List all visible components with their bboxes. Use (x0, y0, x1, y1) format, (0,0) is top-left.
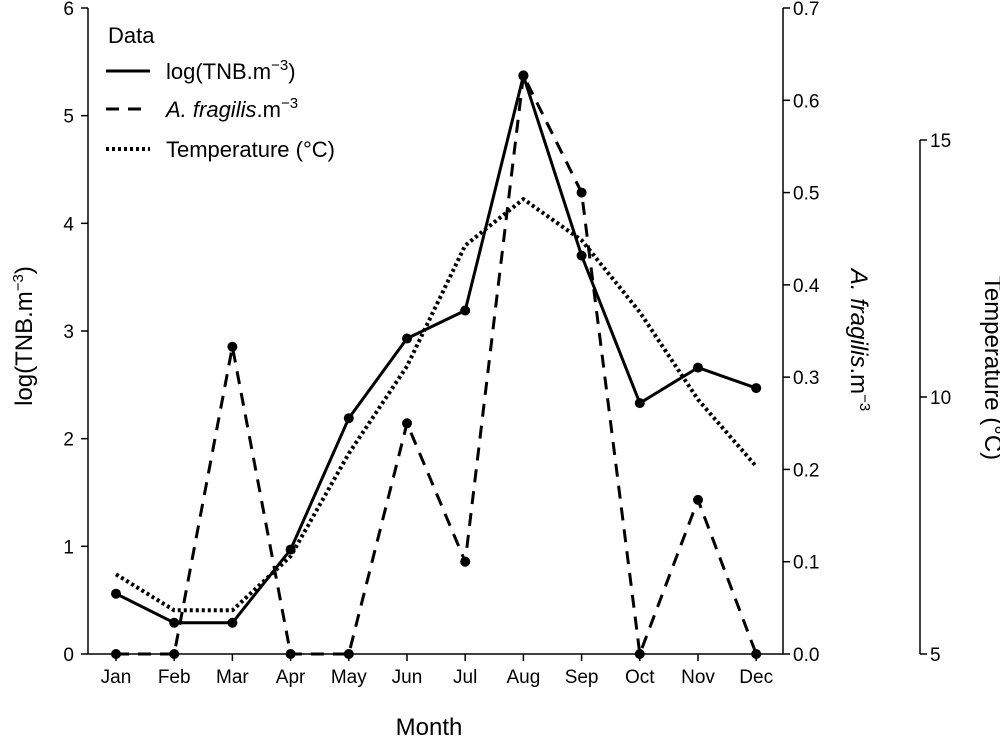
data-point-left (111, 588, 121, 599)
temperature-tick-label: 15 (930, 131, 951, 152)
left-tick-label: 4 (63, 214, 74, 235)
temperature-tick-label: 10 (930, 388, 951, 409)
data-point-right (634, 649, 645, 659)
x-tick-label: Jan (101, 667, 132, 688)
right-tick-label: 0.5 (793, 184, 819, 205)
left-axis-title: log(TNB.m−3) (10, 266, 38, 406)
data-point-left (576, 250, 587, 261)
data-point-left (751, 383, 762, 394)
x-tick-label: Jun (392, 667, 423, 688)
series-line-temperature (114, 197, 758, 613)
legend-label-temperature: Temperature (°C) (166, 137, 335, 162)
legend: Data log(TNB.m−3) A. fragilis.m−3 Temper… (106, 23, 335, 162)
x-axis-title: Month (396, 714, 463, 740)
series-line-right (116, 73, 758, 656)
left-tick-label: 2 (63, 430, 74, 451)
x-tick-label: Nov (681, 667, 715, 688)
left-tick-label: 1 (63, 537, 74, 558)
x-tick-label: Sep (565, 667, 599, 688)
right-tick-label: 0.3 (793, 368, 819, 389)
data-point-left (634, 398, 645, 409)
data-point-right (227, 341, 238, 352)
data-point-right (460, 556, 471, 567)
legend-label-tnb: log(TNB.m−3) (166, 57, 296, 84)
left-tick-label: 3 (63, 322, 74, 343)
x-tick-label: Oct (625, 667, 655, 688)
data-point-left (343, 413, 354, 424)
data-point-right (402, 418, 412, 429)
x-tick-label: Dec (739, 667, 773, 688)
data-point-right (169, 649, 180, 659)
legend-title: Data (108, 23, 155, 48)
x-tick-label: Mar (216, 667, 249, 688)
x-tick-label: Apr (276, 667, 306, 688)
series-line-left (115, 74, 757, 625)
x-tick-label: Feb (158, 667, 191, 688)
temperature-tick-label: 5 (930, 645, 941, 666)
left-tick-label: 5 (63, 107, 74, 128)
x-tick-label: May (331, 667, 367, 688)
data-point-left (227, 617, 238, 628)
right-tick-label: 0.1 (793, 553, 819, 574)
right-tick-label: 0.2 (793, 460, 819, 481)
x-tick-label: Jul (453, 667, 477, 688)
data-point-right (343, 649, 354, 659)
data-point-left (460, 305, 471, 316)
data-point-right (111, 649, 121, 659)
data-point-left (693, 362, 703, 373)
data-point-left (402, 333, 412, 344)
right-tick-label: 0.4 (793, 276, 820, 297)
data-point-right (518, 70, 529, 81)
data-point-right (751, 649, 762, 659)
right-tick-label: 0.0 (793, 645, 819, 666)
temperature-axis-title: Temperature (°C) (979, 276, 1000, 460)
right-axis-title: A. fragilis.m−3 (845, 267, 873, 411)
right-tick-label: 0.6 (793, 91, 819, 112)
data-point-right (693, 494, 703, 505)
legend-label-afragilis: A. fragilis.m−3 (164, 95, 298, 122)
x-tick-label: Aug (506, 667, 540, 688)
data-point-right (285, 649, 296, 659)
right-tick-label: 0.7 (793, 0, 819, 20)
left-tick-label: 6 (63, 0, 74, 20)
data-point-left (169, 617, 180, 628)
left-tick-label: 0 (63, 645, 74, 666)
data-point-right (576, 187, 587, 198)
